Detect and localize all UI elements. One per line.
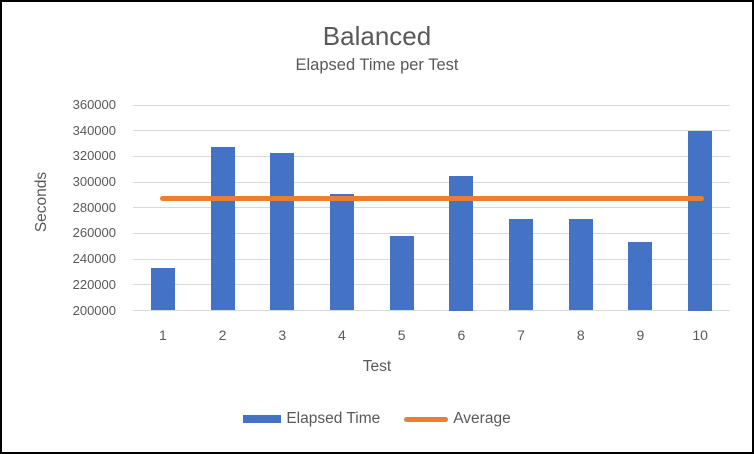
legend-item-elapsed-time[interactable]: Elapsed Time bbox=[243, 410, 380, 428]
y-tick-label: 320000 bbox=[72, 148, 116, 164]
bar-test-8[interactable] bbox=[568, 219, 593, 311]
bar-test-5[interactable] bbox=[389, 236, 414, 311]
y-tick-label: 240000 bbox=[72, 251, 116, 267]
x-tick-label: 1 bbox=[158, 326, 167, 343]
x-tick-label: 3 bbox=[278, 326, 287, 343]
y-gridline bbox=[133, 104, 730, 106]
bar-test-4[interactable] bbox=[329, 193, 354, 311]
legend-item-average[interactable]: Average bbox=[404, 410, 511, 428]
x-tick-label: 6 bbox=[457, 326, 466, 343]
x-tick-label: 10 bbox=[692, 326, 708, 343]
bar-test-1[interactable] bbox=[150, 268, 175, 311]
y-tick-label: 260000 bbox=[72, 225, 116, 241]
y-gridline bbox=[133, 130, 730, 132]
y-gridline bbox=[133, 258, 730, 260]
bar-test-9[interactable] bbox=[628, 242, 653, 311]
bar-test-10[interactable] bbox=[688, 130, 713, 311]
x-tick-label: 8 bbox=[576, 326, 585, 343]
legend-label-average: Average bbox=[453, 410, 511, 427]
y-tick-label: 220000 bbox=[72, 276, 116, 292]
x-tick-label: 9 bbox=[636, 326, 645, 343]
y-gridline bbox=[133, 155, 730, 157]
bar-test-3[interactable] bbox=[270, 152, 295, 311]
y-tick-label: 360000 bbox=[72, 97, 116, 112]
legend: Elapsed Time Average bbox=[2, 410, 752, 428]
chart-title: Balanced bbox=[322, 21, 432, 51]
y-tick-label: 200000 bbox=[72, 302, 116, 318]
x-tick-label: 5 bbox=[397, 326, 406, 343]
y-gridline bbox=[133, 232, 730, 234]
y-tick-label: 340000 bbox=[72, 122, 116, 138]
y-tick-label: 280000 bbox=[72, 199, 116, 215]
average-line[interactable] bbox=[159, 196, 704, 201]
x-tick-label: 4 bbox=[338, 326, 346, 343]
chart-subtitle: Elapsed Time per Test bbox=[295, 56, 459, 74]
x-tick-label: 7 bbox=[517, 326, 525, 343]
y-gridline bbox=[133, 181, 730, 183]
x-axis-line bbox=[133, 310, 730, 311]
y-tick-label: 300000 bbox=[72, 174, 116, 190]
x-axis-title: Test bbox=[362, 358, 392, 375]
x-tick-label: 2 bbox=[218, 326, 227, 343]
legend-label-elapsed-time: Elapsed Time bbox=[286, 410, 381, 427]
bar-test-7[interactable] bbox=[509, 219, 534, 311]
legend-bar-swatch-icon bbox=[243, 415, 282, 423]
y-gridline bbox=[133, 284, 730, 286]
bar-test-2[interactable] bbox=[210, 147, 235, 311]
legend-line-swatch-icon bbox=[404, 416, 449, 422]
y-gridline bbox=[133, 207, 730, 209]
